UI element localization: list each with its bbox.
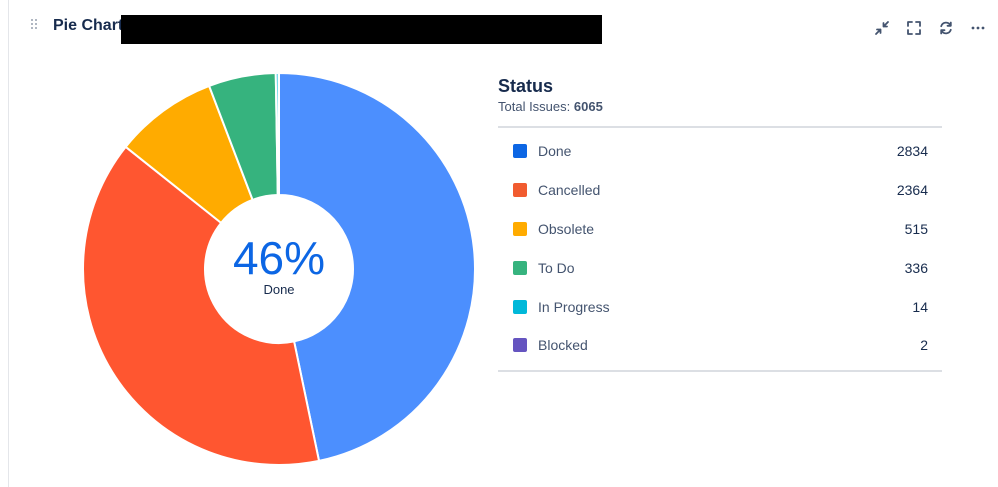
refresh-button[interactable]	[933, 15, 959, 41]
header-actions	[869, 15, 991, 41]
legend-title: Status	[498, 76, 554, 96]
fullscreen-icon	[907, 21, 921, 35]
legend-swatch	[513, 338, 527, 353]
legend-row-count: 2364	[896, 182, 928, 199]
more-actions-button[interactable]	[965, 15, 991, 41]
legend-row-count: 2834	[896, 143, 928, 160]
gadget-header: Pie Chart	[9, 0, 998, 56]
more-icon	[971, 26, 985, 30]
legend-row-label: Blocked	[538, 337, 588, 354]
legend-swatch	[513, 144, 527, 159]
legend-row[interactable]: Cancelled 2364	[498, 171, 942, 210]
legend-row-label: Obsolete	[538, 220, 595, 237]
legend-swatch	[513, 221, 527, 236]
gadget-title: Pie Chart	[53, 17, 124, 34]
total-issues-label: Total Issues:	[498, 99, 571, 114]
donut-chart-svg	[82, 71, 476, 466]
legend-row[interactable]: To Do 336	[498, 248, 942, 287]
fullscreen-button[interactable]	[901, 15, 927, 41]
legend-row-label: Cancelled	[538, 182, 601, 199]
legend-row-count: 14	[912, 298, 928, 315]
refresh-icon	[940, 21, 952, 35]
total-issues: Total Issues: 6065	[498, 99, 942, 115]
legend-row-count: 2	[920, 337, 928, 354]
pie-chart-gadget: Pie Chart	[8, 0, 998, 487]
legend-row-label: In Progress	[538, 298, 610, 315]
legend-row-count: 515	[904, 220, 928, 237]
redacted-title-block	[121, 15, 602, 44]
legend-row[interactable]: Blocked 2	[498, 326, 942, 365]
legend-row[interactable]: Done 2834	[498, 132, 942, 171]
pie-slice-done[interactable]	[278, 71, 476, 463]
legend-row[interactable]: In Progress 14	[498, 287, 942, 326]
legend-swatch	[513, 299, 527, 314]
minimize-button[interactable]	[869, 15, 895, 41]
donut-chart: 46% Done	[82, 71, 476, 466]
pie-slice-cancelled[interactable]	[82, 145, 321, 466]
legend-row-label: To Do	[538, 259, 575, 276]
legend-swatch	[513, 183, 527, 198]
minimize-icon	[875, 21, 889, 35]
legend-row-count: 336	[904, 259, 928, 276]
total-issues-value: 6065	[573, 99, 603, 114]
drag-handle-icon[interactable]	[31, 19, 41, 35]
legend-row[interactable]: Obsolete 515	[498, 210, 942, 249]
legend-swatch	[513, 260, 527, 275]
legend-row-label: Done	[538, 143, 572, 160]
legend-table: Done 2834 Cancelled 2364 Obsolete 515 To Do 336…	[498, 126, 942, 372]
status-legend: Status Total Issues: 6065 Done 2834 Cancel…	[498, 75, 942, 372]
